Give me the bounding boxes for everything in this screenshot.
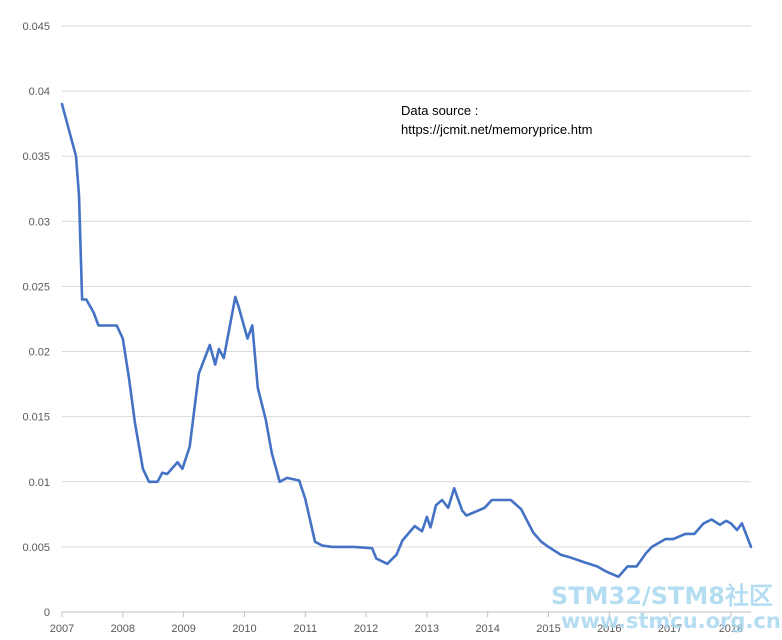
annotation-line-2: https://jcmit.net/memoryprice.htm <box>401 122 592 137</box>
y-tick-label: 0.015 <box>22 412 50 424</box>
x-tick-label: 2009 <box>171 623 195 635</box>
y-tick-label: 0.02 <box>29 347 50 359</box>
annotation-line-1: Data source : <box>401 103 478 118</box>
y-axis-tick-labels: 0 0.005 0.01 0.015 0.02 0.025 0.03 0.035 0.04 0.0… <box>22 21 50 619</box>
x-axis-ticks <box>61 612 732 617</box>
x-tick-label: 2014 <box>475 623 499 635</box>
x-tick-label: 2010 <box>232 623 256 635</box>
y-tick-label: 0.01 <box>29 477 50 489</box>
y-tick-label: 0 <box>44 607 50 619</box>
x-tick-label: 2017 <box>658 623 682 635</box>
series-line-0 <box>60 102 753 579</box>
gridlines <box>62 25 751 548</box>
x-tick-label: 2018 <box>719 623 743 635</box>
y-tick-label: 0.045 <box>22 21 50 33</box>
y-tick-label: 0.04 <box>29 86 50 98</box>
watermark-url: www.stmcu.org.cn <box>561 609 781 633</box>
y-tick-label: 0.025 <box>22 281 50 293</box>
x-tick-label: 2012 <box>354 623 378 635</box>
x-tick-label: 2007 <box>50 623 74 635</box>
x-tick-label: 2016 <box>597 623 621 635</box>
x-tick-label: 2008 <box>111 623 135 635</box>
y-tick-label: 0.005 <box>22 542 50 554</box>
x-tick-label: 2013 <box>415 623 439 635</box>
y-tick-label: 0.03 <box>29 216 50 228</box>
watermark-title: STM32/STM8社区 <box>551 582 773 610</box>
x-tick-label: 2015 <box>536 623 560 635</box>
y-tick-label: 0.035 <box>22 151 50 163</box>
x-axis-tick-labels: 2007 2008 2009 2010 2011 2012 2013 2014 2015 2016… <box>50 623 743 635</box>
x-tick-label: 2011 <box>293 623 317 635</box>
series-layer <box>60 102 753 579</box>
